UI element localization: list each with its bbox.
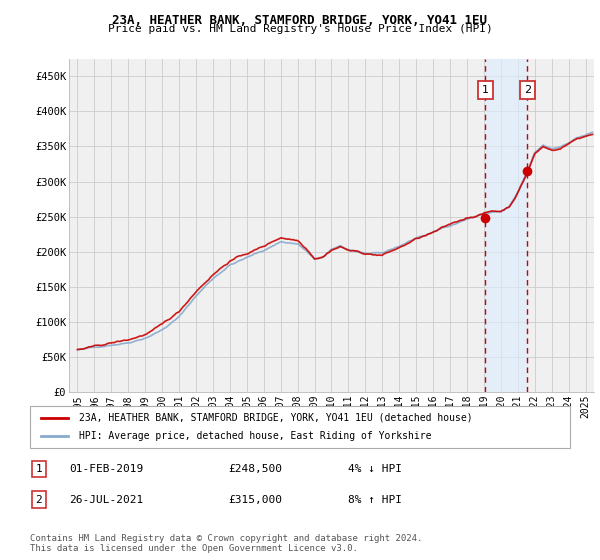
Text: £315,000: £315,000 <box>228 495 282 505</box>
Text: This data is licensed under the Open Government Licence v3.0.: This data is licensed under the Open Gov… <box>30 544 358 553</box>
Text: 26-JUL-2021: 26-JUL-2021 <box>69 495 143 505</box>
Text: £248,500: £248,500 <box>228 464 282 474</box>
Text: Price paid vs. HM Land Registry's House Price Index (HPI): Price paid vs. HM Land Registry's House … <box>107 24 493 34</box>
Text: 1: 1 <box>482 85 489 95</box>
Text: 23A, HEATHER BANK, STAMFORD BRIDGE, YORK, YO41 1EU: 23A, HEATHER BANK, STAMFORD BRIDGE, YORK… <box>113 14 487 27</box>
Bar <box>485 59 527 392</box>
Text: 2: 2 <box>35 495 43 505</box>
Text: 2: 2 <box>524 85 531 95</box>
Text: 01-FEB-2019: 01-FEB-2019 <box>69 464 143 474</box>
Text: 23A, HEATHER BANK, STAMFORD BRIDGE, YORK, YO41 1EU (detached house): 23A, HEATHER BANK, STAMFORD BRIDGE, YORK… <box>79 413 472 423</box>
Text: 4% ↓ HPI: 4% ↓ HPI <box>348 464 402 474</box>
Text: 8% ↑ HPI: 8% ↑ HPI <box>348 495 402 505</box>
Text: Contains HM Land Registry data © Crown copyright and database right 2024.: Contains HM Land Registry data © Crown c… <box>30 534 422 543</box>
Text: HPI: Average price, detached house, East Riding of Yorkshire: HPI: Average price, detached house, East… <box>79 431 431 441</box>
Text: 1: 1 <box>35 464 43 474</box>
